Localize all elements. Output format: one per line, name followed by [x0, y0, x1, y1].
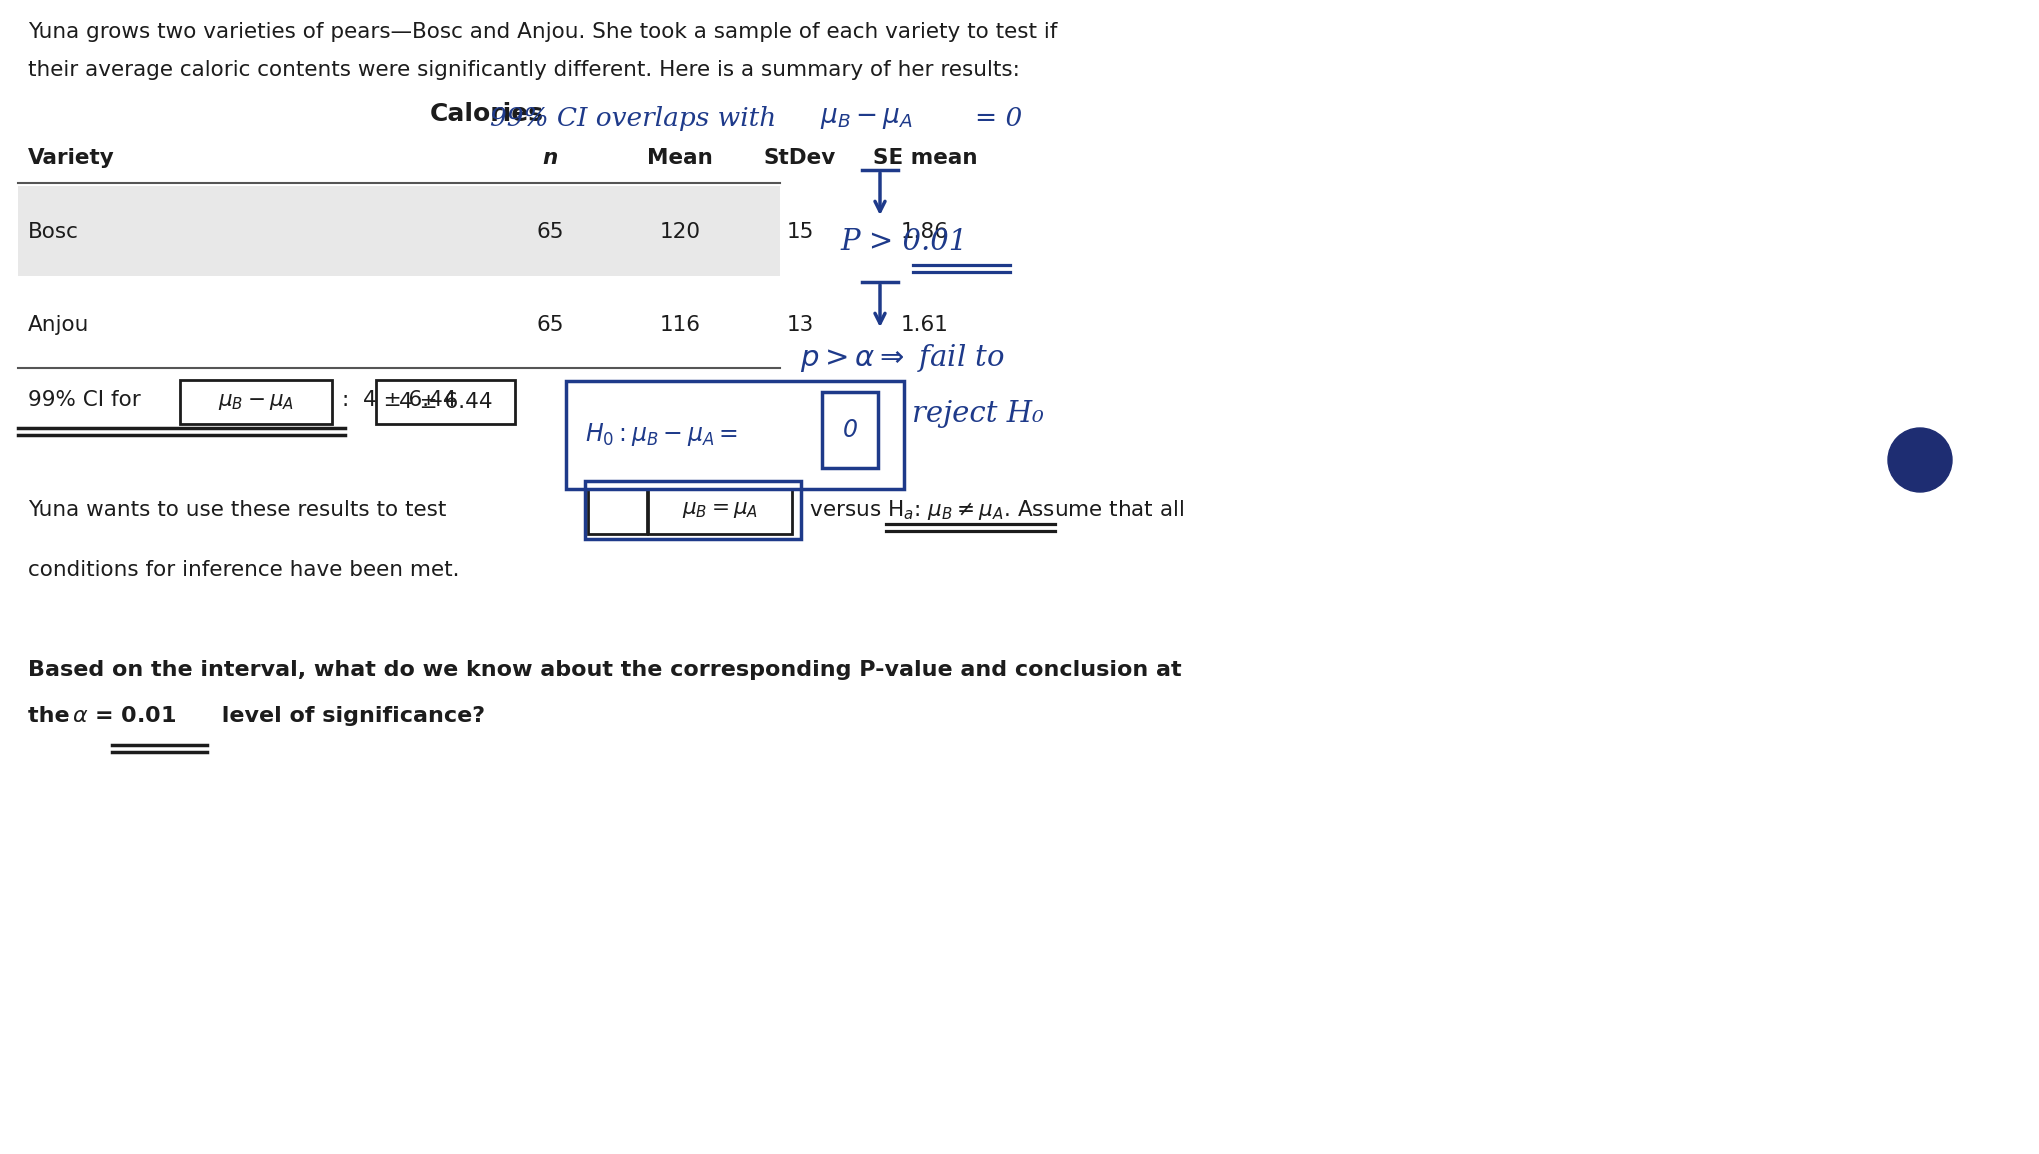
- Text: Calories: Calories: [430, 102, 544, 126]
- Text: 0: 0: [842, 418, 856, 442]
- FancyBboxPatch shape: [179, 380, 332, 424]
- Text: 99% CI overlaps with: 99% CI overlaps with: [489, 106, 785, 132]
- Text: StDev: StDev: [763, 148, 836, 168]
- FancyBboxPatch shape: [648, 486, 791, 534]
- FancyBboxPatch shape: [565, 381, 903, 489]
- Text: their average caloric contents were significantly different. Here is a summary o: their average caloric contents were sign…: [29, 60, 1020, 80]
- Text: 65: 65: [536, 315, 563, 335]
- Text: the: the: [29, 706, 77, 726]
- Text: 99% CI for: 99% CI for: [29, 390, 147, 410]
- Text: Bosc: Bosc: [29, 222, 80, 242]
- Text: 1.86: 1.86: [901, 222, 948, 242]
- Text: $\mu_B - \mu_A$: $\mu_B - \mu_A$: [820, 106, 913, 132]
- Text: 15: 15: [785, 222, 814, 242]
- Text: $\mu_B = \mu_A$: $\mu_B = \mu_A$: [681, 500, 759, 520]
- Text: 0: 0: [612, 507, 622, 522]
- Text: conditions for inference have been met.: conditions for inference have been met.: [29, 560, 459, 580]
- Text: Variety: Variety: [29, 148, 114, 168]
- Text: :  4 ± 6.44: : 4 ± 6.44: [343, 390, 457, 410]
- FancyBboxPatch shape: [375, 380, 514, 424]
- Text: $\mu_B - \mu_A$: $\mu_B - \mu_A$: [218, 392, 294, 412]
- Text: SE mean: SE mean: [873, 148, 977, 168]
- Text: level of significance?: level of significance?: [214, 706, 485, 726]
- Text: $H_0: \mu_B - \mu_A =$: $H_0: \mu_B - \mu_A =$: [585, 421, 738, 449]
- Text: 4 ± 6.44: 4 ± 6.44: [398, 392, 491, 412]
- Text: 116: 116: [659, 315, 699, 335]
- FancyBboxPatch shape: [587, 486, 646, 534]
- Text: Yuna grows two varieties of pears—Bosc and Anjou. She took a sample of each vari: Yuna grows two varieties of pears—Bosc a…: [29, 22, 1056, 42]
- Text: Yuna wants to use these results to test: Yuna wants to use these results to test: [29, 500, 447, 520]
- Text: $\alpha$ = 0.01: $\alpha$ = 0.01: [71, 706, 175, 726]
- Text: 65: 65: [536, 222, 563, 242]
- Text: 120: 120: [659, 222, 699, 242]
- Text: Mean: Mean: [646, 148, 712, 168]
- Text: versus H$_a$: $\mu_B \neq \mu_A$. Assume that all: versus H$_a$: $\mu_B \neq \mu_A$. Assume…: [803, 499, 1185, 522]
- Circle shape: [1886, 428, 1951, 492]
- Bar: [18, 186, 779, 276]
- Text: reject H₀: reject H₀: [911, 400, 1044, 428]
- Text: Based on the interval, what do we know about the corresponding P-value and concl: Based on the interval, what do we know a…: [29, 660, 1181, 680]
- Text: 13: 13: [785, 315, 814, 335]
- Text: $p > \alpha \Rightarrow$ fail to: $p > \alpha \Rightarrow$ fail to: [799, 342, 1003, 374]
- Text: H: H: [597, 500, 614, 520]
- Text: Anjou: Anjou: [29, 315, 90, 335]
- Text: = 0: = 0: [975, 106, 1022, 132]
- Text: :: :: [624, 500, 630, 520]
- Text: P > 0.01: P > 0.01: [840, 228, 966, 256]
- Text: 1.61: 1.61: [901, 315, 948, 335]
- FancyBboxPatch shape: [822, 392, 877, 469]
- Text: n: n: [542, 148, 557, 168]
